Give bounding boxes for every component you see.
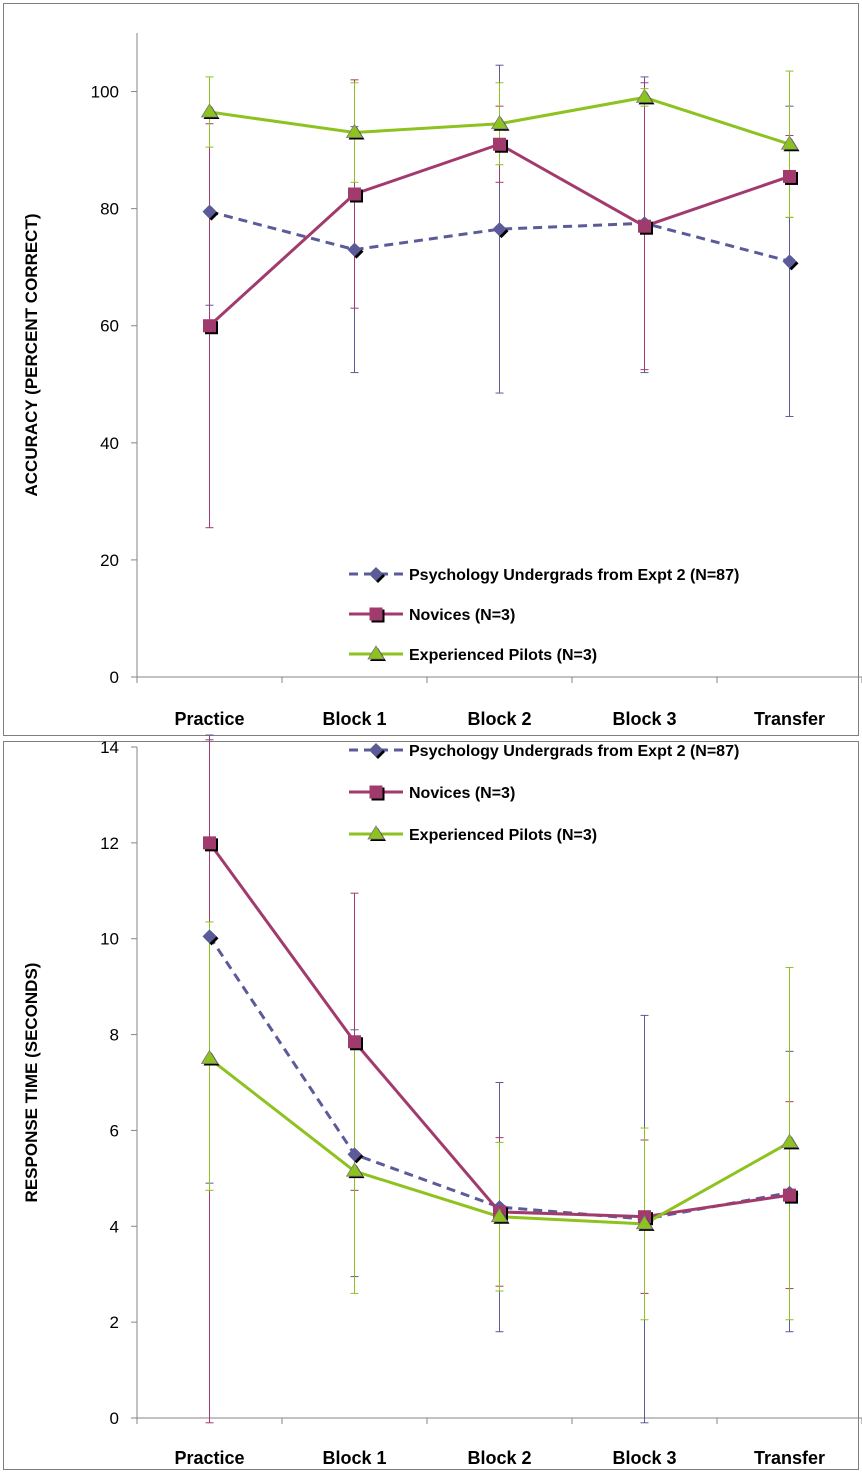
chart2-category-label-2: Block 2: [467, 1448, 531, 1468]
chart2-category-label-0: Practice: [174, 1448, 244, 1468]
chart1-series-1-point-4: [783, 169, 798, 185]
chart2-series-0-point-1: [347, 1147, 364, 1164]
chart1-series-1-point-0: [203, 319, 218, 335]
chart1-series-1-point-4-shape: [783, 169, 796, 183]
chart2-legend-label-2: Experienced Pilots (N=3): [409, 827, 597, 844]
chart1-category-label-2: Block 2: [467, 709, 531, 729]
chart1-category-label-0: Practice: [174, 709, 244, 729]
chart1-legend-label-0: Psychology Undergrads from Expt 2 (N=87): [409, 567, 739, 584]
chart2-series-1-point-4-shape: [783, 1188, 796, 1202]
chart2-legend-marker-0: [369, 743, 385, 759]
chart1-legend-label-2: Experienced Pilots (N=3): [409, 647, 597, 664]
chart1-legend-marker-0-shape: [369, 567, 383, 581]
chart2-legend-marker-1: [369, 785, 385, 801]
chart2-y-tick-label-3: 6: [110, 1121, 119, 1140]
chart2-legend-label-0: Psychology Undergrads from Expt 2 (N=87): [409, 743, 739, 760]
chart2-series-1-point-0-shape: [203, 836, 216, 850]
chart1-series-1-point-1: [348, 187, 363, 203]
chart1-legend-marker-1-shape: [369, 607, 383, 621]
response-time-chart-panel: 0 2 4 6 8 10 12 14 Practice Block 1 Block 2 Block 3…: [3, 734, 862, 1470]
accuracy-chart-panel: 0 20 40 60 80 100 Practice Block 1 Block 2 Block …: [3, 3, 862, 736]
chart1-series-1-point-0-shape: [203, 319, 216, 333]
chart2-legend-marker-0-shape: [369, 743, 383, 757]
chart1-series-1-point-3: [638, 219, 653, 235]
chart1-y-tick-label-4: 80: [100, 200, 119, 219]
chart1-series-0-point-2: [492, 222, 509, 239]
chart1-series-0-point-4-shape: [782, 254, 797, 269]
chart1-category-label-1: Block 1: [322, 709, 386, 729]
chart1-series-1-point-1-shape: [348, 187, 361, 201]
chart1-y-tick-label-5: 100: [91, 83, 119, 102]
chart2-legend-label-1: Novices (N=3): [409, 785, 515, 802]
chart1-y-tick-label-3: 60: [100, 317, 119, 336]
chart2-category-label-4: Transfer: [754, 1448, 825, 1468]
chart1-series-2-point-2-shape: [490, 114, 509, 130]
chart1-series-1-point-2-shape: [493, 137, 506, 151]
chart2-y-tick-label-6: 12: [100, 834, 119, 853]
chart2-series-2-point-2: [490, 1207, 510, 1224]
chart1-series-2-point-1: [345, 123, 365, 140]
chart2-series-0-point-0-shape: [202, 929, 217, 944]
chart2-series-2-point-3-shape: [635, 1215, 654, 1230]
chart1-series-2-point-1-shape: [345, 123, 364, 138]
chart1-series-2-point-4-shape: [780, 135, 799, 150]
chart1-series-0-point-0-shape: [202, 204, 217, 219]
chart1-y-tick-label-0: 0: [110, 668, 119, 687]
chart1-series-0-point-2-shape: [492, 222, 507, 237]
chart1-series-0-point-1: [347, 242, 364, 259]
chart2-series-2-point-3: [635, 1215, 655, 1231]
chart1-series-1-point-2: [493, 137, 508, 153]
chart1-series-2-point-0-shape: [200, 103, 219, 118]
chart2-series-1-point-1-shape: [348, 1035, 361, 1049]
chart2-series-0-point-1-shape: [347, 1147, 362, 1162]
chart2-y-tick-label-2: 4: [110, 1217, 119, 1236]
response-time-chart: 0 2 4 6 8 10 12 14 Practice Block 1 Block 2 Block 3…: [22, 734, 862, 1468]
chart2-series-2-point-4-shape: [780, 1133, 799, 1148]
chart1-series-2-point-4: [780, 135, 800, 152]
chart1-series-0-point-0: [202, 204, 219, 221]
chart1-series-2-point-0: [200, 103, 220, 120]
chart2-y-axis-label: RESPONSE TIME (SECONDS): [22, 963, 41, 1203]
chart1-legend-label-1: Novices (N=3): [409, 607, 515, 624]
chart2-series-2-point-2-shape: [490, 1207, 509, 1223]
chart2-series-1-point-0: [203, 836, 218, 852]
chart1-legend-marker-2-shape: [367, 645, 385, 660]
chart1-series-2-point-3: [635, 88, 655, 105]
chart1-series-1-point-3-shape: [638, 219, 651, 233]
chart2-series-1-point-4: [783, 1188, 798, 1204]
chart2-y-tick-label-7: 14: [100, 738, 119, 757]
chart2-y-tick-label-0: 0: [110, 1409, 119, 1428]
chart2-category-label-3: Block 3: [612, 1448, 676, 1468]
chart2-legend-marker-2-shape: [367, 825, 385, 840]
chart1-legend-marker-2: [367, 645, 386, 661]
chart1-y-tick-label-1: 20: [100, 551, 119, 570]
chart1-series-0-point-4: [782, 254, 799, 271]
chart1-legend-marker-1: [369, 607, 385, 623]
chart2-y-tick-label-5: 10: [100, 930, 119, 949]
chart1-category-label-3: Block 3: [612, 709, 676, 729]
accuracy-chart: 0 20 40 60 80 100 Practice Block 1 Block 2 Block …: [22, 33, 862, 729]
chart1-series-2-point-2: [490, 114, 510, 131]
chart2-series-2-point-1: [345, 1162, 365, 1179]
chart2-legend-marker-1-shape: [369, 785, 383, 799]
chart2-series-1-point-1: [348, 1035, 363, 1051]
chart2-series-2-point-0: [200, 1049, 220, 1066]
chart1-legend-marker-0: [369, 567, 385, 583]
chart1-series-2-point-3-shape: [635, 88, 654, 103]
chart2-legend-marker-2: [367, 825, 386, 841]
chart2-series-2-point-1-shape: [345, 1162, 364, 1177]
chart2-category-label-1: Block 1: [322, 1448, 386, 1468]
chart2-y-tick-label-1: 2: [110, 1313, 119, 1332]
chart1-y-tick-label-2: 40: [100, 434, 119, 453]
chart2-series-2-point-4: [780, 1133, 800, 1150]
chart2-series-0-point-0: [202, 929, 219, 946]
chart2-y-tick-label-4: 8: [110, 1026, 119, 1045]
chart1-series-0-point-1-shape: [347, 242, 362, 257]
chart1-y-axis-label: ACCURACY (PERCENT CORRECT): [22, 213, 41, 496]
chart1-category-label-4: Transfer: [754, 709, 825, 729]
chart2-series-2-point-0-shape: [200, 1049, 219, 1064]
